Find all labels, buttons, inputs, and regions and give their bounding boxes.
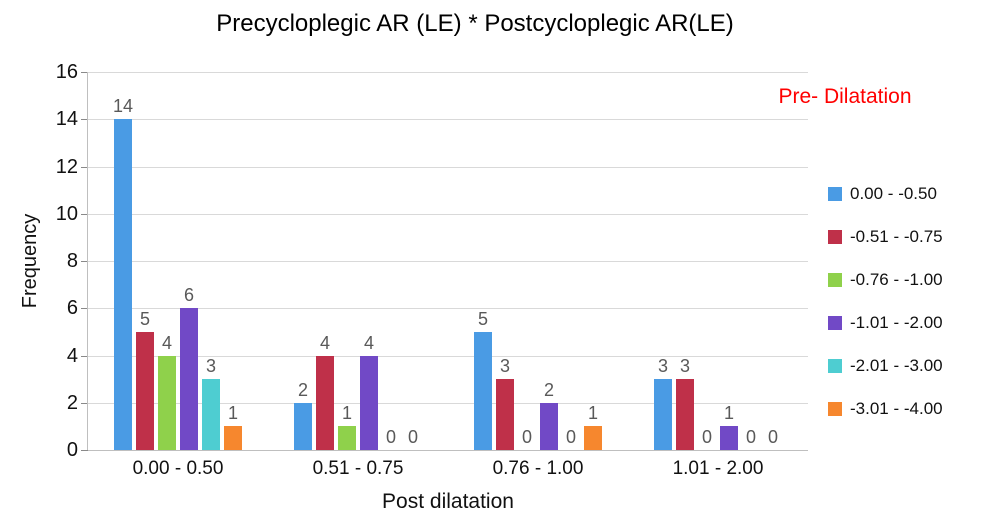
y-tick-mark [81,72,88,73]
y-tick-label: 0 [66,439,78,461]
y-tick-mark [81,261,88,262]
bar-value-label: 0 [385,427,396,447]
bar [540,402,558,450]
y-tick-mark [81,213,88,215]
bar-value-label: 3 [499,356,510,377]
legend-swatch [828,316,842,330]
bar-value-label: 4 [363,332,374,353]
gridline [88,119,808,121]
gridline [88,213,808,215]
bar-value-label: 1 [723,403,734,424]
y-tick-mark [81,166,88,168]
bar-value-label: 0 [701,427,712,447]
bar [338,426,356,450]
bar-value-label: 3 [205,356,216,377]
y-tick-label: 10 [55,202,78,225]
legend-swatch [828,359,842,373]
bar-value-label: 3 [679,356,690,377]
y-tick-label: 6 [66,297,78,320]
y-tick-label: 12 [55,155,78,178]
gridline [88,402,808,404]
x-axis-line [88,450,808,451]
bar-value-label: 0 [767,427,778,447]
legend-label: 0.00 - -0.50 [850,184,937,203]
gridline [88,355,808,357]
legend-label: -3.01 - -4.00 [850,399,943,418]
bar-value-label: 0 [565,427,576,447]
x-tick-label: 1.01 - 2.00 [672,458,764,479]
y-axis-line [87,72,88,450]
bar-value-label: 0 [521,427,532,447]
legend-item: -0.51 - -0.75 [828,227,988,247]
legend-item: -1.01 - -2.00 [828,313,988,333]
bar [654,379,672,450]
bar-value-label: 5 [477,308,488,329]
bar-value-label: 5 [139,308,150,329]
legend-swatch [828,273,842,287]
legend-label: -0.51 - -0.75 [850,227,943,246]
bar [360,355,378,450]
gridline [88,261,808,262]
y-tick-label: 8 [66,250,78,272]
gridline [88,72,808,73]
legend-label: -1.01 - -2.00 [850,313,943,332]
y-tick-label: 2 [66,391,78,414]
bar [584,426,602,450]
bar [496,379,514,450]
legend-swatch [828,402,842,416]
legend-item: -3.01 - -4.00 [828,399,988,419]
bar-value-label: 1 [227,403,238,424]
bar-value-label: 2 [297,379,308,400]
legend-swatch [828,187,842,201]
bar-value-label: 4 [319,332,330,353]
y-tick-mark [81,355,88,357]
bar-value-label: 14 [112,96,134,117]
bar [158,355,176,450]
bar-value-label: 0 [745,427,756,447]
legend-swatch [828,230,842,244]
legend-label: -0.76 - -1.00 [850,270,943,289]
bar-value-label: 1 [341,403,352,424]
y-tick-mark [81,402,88,404]
y-tick-label: 14 [55,108,78,131]
x-tick-label: 0.76 - 1.00 [492,458,584,479]
bar [224,426,242,450]
x-tick-label: 0.51 - 0.75 [312,458,404,479]
bar [294,402,312,450]
y-tick-mark [81,308,88,310]
bar [180,308,198,450]
bar [136,331,154,450]
bar [316,355,334,450]
legend-item: -2.01 - -3.00 [828,356,988,376]
legend-label: -2.01 - -3.00 [850,356,943,375]
bar [202,379,220,450]
bar-value-label: 2 [543,379,554,400]
x-axis-title: Post dilatation [382,490,514,513]
y-tick-label: 4 [66,344,78,367]
x-tick-label: 0.00 - 0.50 [132,458,224,479]
bar-value-label: 1 [587,403,598,424]
gridline [88,308,808,310]
y-tick-mark [81,450,88,451]
bar [474,331,492,450]
chart-title: Precycloplegic AR (LE) * Postcycloplegic… [216,10,734,37]
bar [114,119,132,450]
bar-value-label: 0 [407,427,418,447]
bar-value-label: 6 [183,285,194,306]
legend-title: Pre- Dilatation [778,85,912,108]
legend-item: -0.76 - -1.00 [828,270,988,290]
y-tick-label: 16 [55,61,78,83]
bar-value-label: 3 [657,356,668,377]
gridline [88,166,808,168]
bar [676,379,694,450]
y-tick-mark [81,119,88,121]
legend-item: 0.00 - -0.50 [828,184,988,204]
bar-value-label: 4 [161,332,172,353]
bar [720,426,738,450]
